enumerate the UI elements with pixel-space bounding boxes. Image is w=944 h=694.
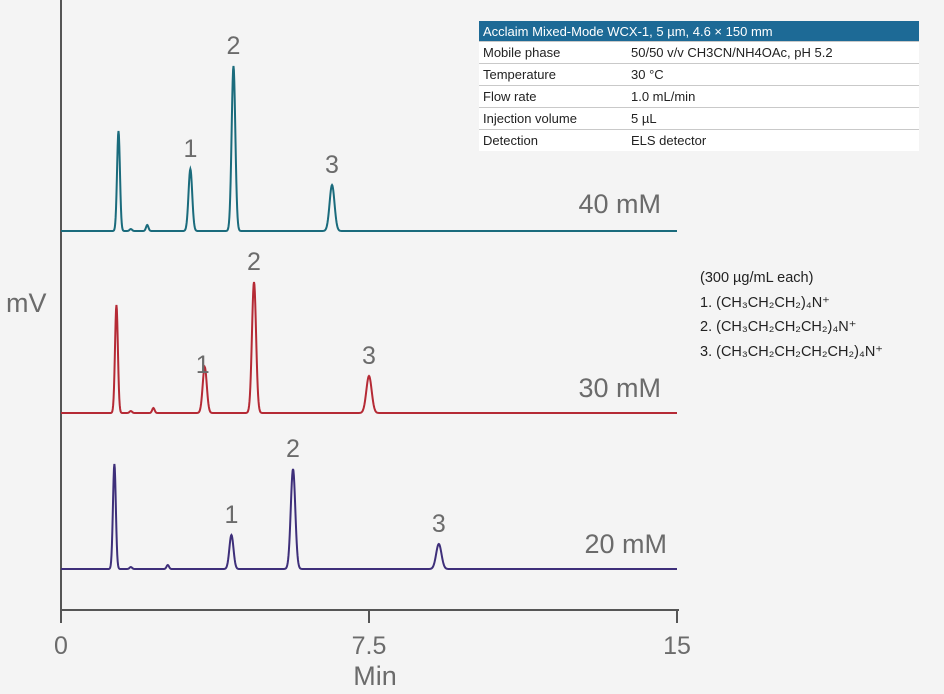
legend-item: 2. (CH₃CH₂CH₂CH₂)₄N⁺ [700, 319, 857, 335]
y-axis-title: mV [6, 288, 47, 318]
analyte-legend: (300 µg/mL each) 1. (CH₃CH₂CH₂)₄N⁺ 2. (C… [700, 266, 883, 364]
conditions-row: Flow rate 1.0 mL/min [479, 85, 919, 108]
conditions-value: 1.0 mL/min [627, 85, 919, 108]
conditions-row: Temperature 30 °C [479, 63, 919, 86]
x-ticks: 0 7.5 15 [54, 610, 691, 660]
conditions-row: Injection volume 5 µL [479, 107, 919, 130]
peak-label: 3 [362, 342, 376, 370]
conditions-label: Temperature [479, 63, 627, 86]
trace-line [61, 65, 677, 232]
x-axis-title: Min [353, 661, 397, 691]
conditions-label: Mobile phase [479, 41, 627, 64]
series-label: 30 mM [578, 373, 661, 403]
traces: 1 2 3 40 mM 1 2 3 30 mM 1 2 3 20 mM [61, 32, 677, 570]
conditions-header: Acclaim Mixed-Mode WCX-1, 5 µm, 4.6 × 15… [479, 21, 919, 42]
conditions-label: Flow rate [479, 85, 627, 108]
conditions-row: Mobile phase 50/50 v/v CH3CN/NH4OAc, pH … [479, 41, 919, 64]
peak-label: 2 [247, 248, 261, 276]
peak-label: 1 [224, 501, 238, 529]
conditions-value: 5 µL [627, 107, 919, 130]
legend-title: (300 µg/mL each) [700, 270, 814, 286]
x-tick-label: 0 [54, 632, 68, 660]
conditions-table: Acclaim Mixed-Mode WCX-1, 5 µm, 4.6 × 15… [479, 21, 919, 151]
peak-label: 3 [325, 151, 339, 179]
peak-label: 2 [227, 32, 241, 60]
trace-line [61, 463, 677, 570]
conditions-label: Detection [479, 129, 627, 151]
x-tick-label: 7.5 [352, 632, 387, 660]
conditions-value: ELS detector [627, 129, 919, 151]
trace-line [61, 281, 677, 414]
conditions-label: Injection volume [479, 107, 627, 130]
peak-label: 1 [196, 351, 210, 379]
conditions-value: 30 °C [627, 63, 919, 86]
peak-label: 2 [286, 435, 300, 463]
conditions-value: 50/50 v/v CH3CN/NH4OAc, pH 5.2 [627, 41, 919, 64]
peak-label: 1 [183, 135, 197, 163]
series-label: 40 mM [578, 189, 661, 219]
x-tick-label: 15 [663, 632, 691, 660]
conditions-row: Detection ELS detector [479, 129, 919, 151]
peak-label: 3 [432, 510, 446, 538]
conditions-header-row: Acclaim Mixed-Mode WCX-1, 5 µm, 4.6 × 15… [479, 21, 919, 42]
legend-item: 3. (CH₃CH₂CH₂CH₂CH₂)₄N⁺ [700, 343, 883, 360]
legend-item: 1. (CH₃CH₂CH₂)₄N⁺ [700, 294, 830, 311]
series-label: 20 mM [584, 529, 667, 559]
